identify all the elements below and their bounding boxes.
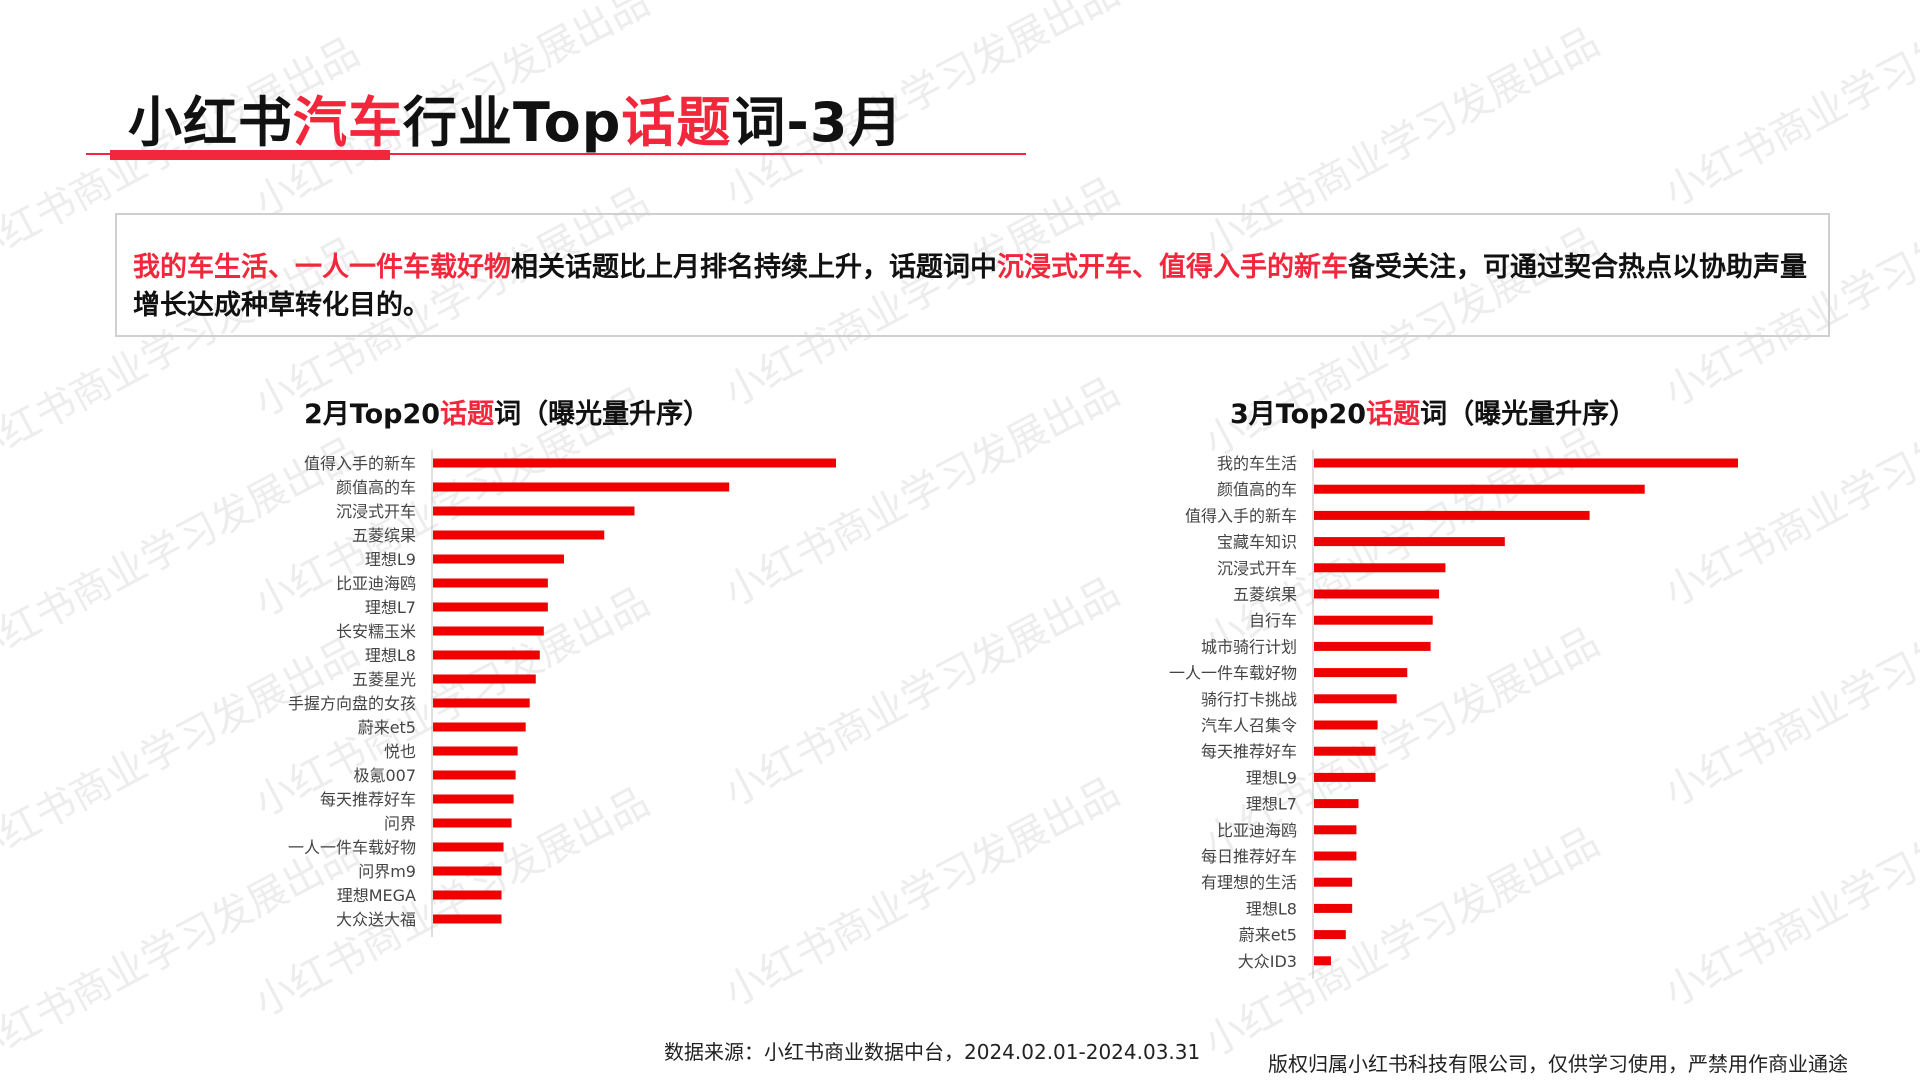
- bar: [433, 602, 548, 612]
- category-label: 问界m9: [358, 862, 416, 881]
- category-label: 自行车: [1249, 611, 1297, 630]
- category-label: 汽车人召集令: [1201, 716, 1297, 735]
- bar: [1314, 510, 1590, 520]
- category-label: 骑行打卡挑战: [1201, 690, 1297, 709]
- bar: [1314, 720, 1378, 730]
- category-label: 每天推荐好车: [320, 790, 416, 809]
- category-label: 颜值高的车: [336, 478, 416, 497]
- category-label: 值得入手的新车: [1185, 506, 1297, 525]
- bar: [433, 482, 730, 492]
- category-label: 问界: [384, 814, 416, 833]
- chart-mar-title: 3月Top20话题词（曝光量升序）: [1230, 399, 1637, 430]
- bar: [1314, 641, 1431, 651]
- title-accent-bar: [110, 150, 390, 160]
- bar: [433, 842, 504, 852]
- bar: [1314, 877, 1353, 887]
- category-label: 理想L9: [365, 550, 416, 569]
- bar: [1314, 799, 1359, 809]
- category-label: 理想L8: [365, 646, 416, 665]
- bar: [1314, 851, 1357, 861]
- title-underline: [86, 153, 1026, 155]
- category-label: 我的车生活: [1217, 454, 1297, 473]
- category-label: 比亚迪海鸥: [336, 574, 416, 593]
- bar: [433, 794, 514, 804]
- category-label: 极氪007: [353, 766, 416, 785]
- category-label: 宝藏车知识: [1217, 533, 1297, 552]
- bar: [433, 554, 564, 564]
- bar: [433, 650, 540, 660]
- category-label: 理想L8: [1246, 899, 1297, 918]
- bar: [433, 746, 518, 756]
- category-label: 长安糯玉米: [336, 622, 416, 641]
- bar: [433, 578, 548, 588]
- bar: [433, 890, 502, 900]
- category-label: 理想L7: [1246, 795, 1297, 814]
- category-label: 理想L9: [1246, 768, 1297, 787]
- bar: [1314, 537, 1505, 547]
- copyright-note: 版权归属小红书科技有限公司，仅供学习使用，严禁用作商业通途: [1268, 1052, 1848, 1076]
- category-label: 五菱缤果: [1233, 585, 1297, 604]
- category-label: 比亚迪海鸥: [1217, 821, 1297, 840]
- bar: [433, 506, 635, 516]
- bar: [1314, 825, 1357, 835]
- bar: [433, 818, 512, 828]
- category-label: 城市骑行计划: [1201, 637, 1297, 656]
- bar: [433, 866, 502, 876]
- bar: [1314, 668, 1408, 678]
- category-label: 理想L7: [365, 598, 416, 617]
- bar: [433, 770, 516, 780]
- category-label: 理想MEGA: [337, 886, 416, 905]
- bar: [433, 674, 536, 684]
- category-label: 有理想的生活: [1201, 873, 1297, 892]
- category-label: 沉浸式开车: [336, 502, 416, 521]
- category-label: 沉浸式开车: [1217, 559, 1297, 578]
- bar: [433, 530, 605, 540]
- bar: [1314, 615, 1433, 625]
- bar: [1314, 694, 1397, 704]
- bar: [1314, 563, 1446, 573]
- bar: [1314, 746, 1376, 756]
- bar: [1314, 458, 1738, 468]
- bar: [1314, 956, 1331, 966]
- bar: [1314, 484, 1645, 494]
- bar: [433, 722, 526, 732]
- category-label: 大众送大福: [336, 910, 416, 929]
- bar: [1314, 903, 1353, 913]
- category-label: 悦也: [384, 742, 416, 761]
- bar: [433, 458, 836, 468]
- bar: [1314, 589, 1440, 599]
- bar: [1314, 930, 1346, 940]
- bar: [1314, 772, 1376, 782]
- chart-mar: 我的车生活颜值高的车值得入手的新车宝藏车知识沉浸式开车五菱缤果自行车城市骑行计划…: [1169, 450, 1738, 979]
- category-label: 五菱星光: [352, 670, 416, 689]
- category-label: 蔚来et5: [358, 718, 416, 737]
- category-label: 每日推荐好车: [1201, 847, 1297, 866]
- page-title: 小红书汽车行业Top话题词-3月: [128, 91, 904, 154]
- category-label: 一人一件车载好物: [288, 838, 416, 857]
- chart-feb-title: 2月Top20话题词（曝光量升序）: [304, 399, 711, 430]
- category-label: 颜值高的车: [1217, 480, 1297, 499]
- category-label: 五菱缤果: [352, 526, 416, 545]
- bar: [433, 914, 502, 924]
- watermark-text: 小红书商业学习发展出品: [1656, 0, 1920, 217]
- summary-box: 我的车生活、一人一件车载好物相关话题比上月排名持续上升，话题词中沉浸式开车、值得…: [115, 213, 1830, 337]
- category-label: 蔚来et5: [1239, 926, 1297, 945]
- bar: [433, 626, 544, 636]
- bar: [433, 698, 530, 708]
- category-label: 值得入手的新车: [304, 454, 416, 473]
- category-label: 大众ID3: [1238, 952, 1297, 971]
- category-label: 手握方向盘的女孩: [288, 694, 416, 713]
- category-label: 每天推荐好车: [1201, 742, 1297, 761]
- data-source-note: 数据来源：小红书商业数据中台，2024.02.01-2024.03.31: [664, 1040, 1201, 1064]
- category-label: 一人一件车载好物: [1169, 664, 1297, 683]
